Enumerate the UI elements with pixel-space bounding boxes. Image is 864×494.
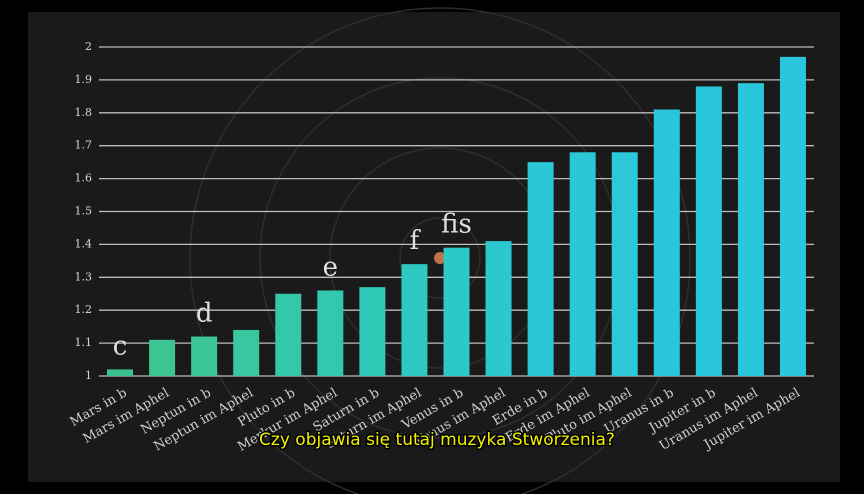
bar bbox=[653, 109, 680, 376]
bar bbox=[401, 264, 428, 376]
bar bbox=[107, 369, 134, 376]
bar bbox=[569, 152, 596, 376]
bar bbox=[527, 162, 554, 376]
y-tick-label: 1.6 bbox=[75, 172, 93, 185]
annotation: c bbox=[113, 331, 128, 361]
bar bbox=[275, 293, 302, 376]
bar bbox=[149, 339, 176, 376]
y-tick-label: 1.2 bbox=[75, 303, 93, 316]
y-tick-label: 1.3 bbox=[75, 270, 93, 283]
annotation: e bbox=[323, 252, 338, 282]
caption: Czy objawia się tutaj muzyka Stworzenia? bbox=[259, 430, 615, 450]
annotation: f bbox=[410, 226, 422, 256]
y-tick-label: 1.7 bbox=[75, 139, 93, 152]
bar bbox=[317, 290, 344, 376]
bar bbox=[443, 247, 470, 376]
y-tick-label: 1.5 bbox=[75, 205, 93, 218]
y-tick-label: 1.1 bbox=[75, 336, 93, 349]
annotation: d bbox=[196, 299, 213, 329]
y-tick-label: 2 bbox=[85, 40, 92, 53]
y-tick-label: 1.8 bbox=[75, 106, 93, 119]
annotation: fis bbox=[441, 210, 472, 240]
y-tick-label: 1.4 bbox=[75, 237, 93, 250]
bar bbox=[695, 86, 722, 376]
bar bbox=[737, 83, 764, 376]
sun-decoration bbox=[434, 252, 446, 264]
y-tick-label: 1 bbox=[85, 369, 92, 382]
bar bbox=[233, 329, 260, 376]
bar bbox=[191, 336, 218, 376]
y-tick-label: 1.9 bbox=[75, 73, 93, 86]
bar bbox=[359, 287, 386, 376]
bar bbox=[485, 241, 512, 376]
bar bbox=[611, 152, 638, 376]
bar bbox=[779, 56, 806, 377]
